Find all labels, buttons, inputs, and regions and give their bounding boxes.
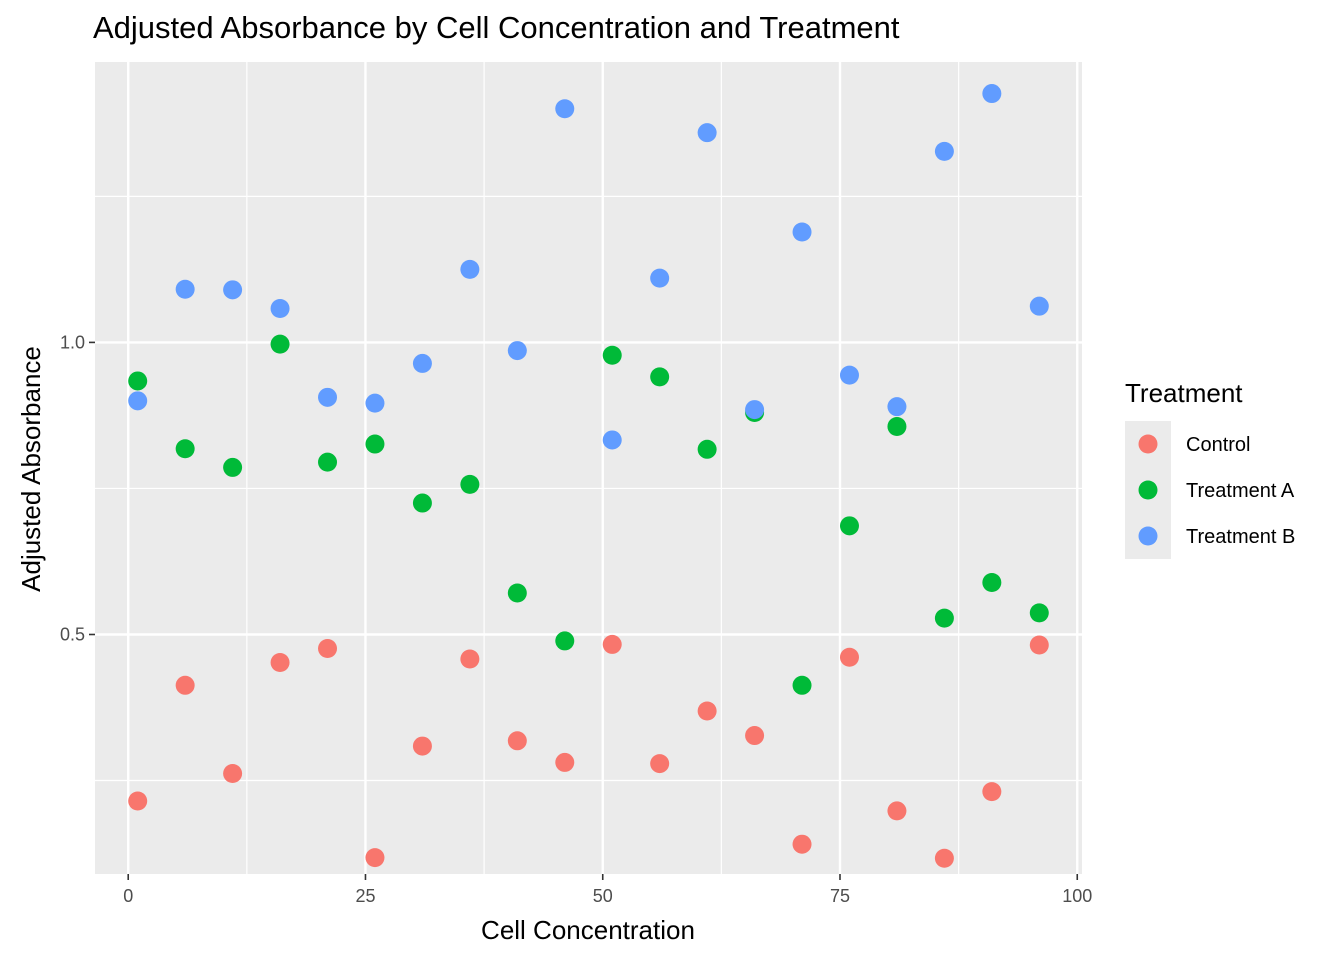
point-treatment-b <box>365 393 385 413</box>
point-treatment-b <box>175 279 195 299</box>
x-tick-label: 50 <box>593 886 613 906</box>
point-treatment-b <box>270 299 290 319</box>
point-treatment-b <box>460 259 480 279</box>
point-control <box>650 754 670 774</box>
legend-key-treatment-a <box>1138 480 1158 500</box>
legend-title: Treatment <box>1125 378 1243 408</box>
point-treatment-b <box>934 141 954 161</box>
minor-gridlines <box>95 62 1082 874</box>
y-tick-label: 0.5 <box>60 624 85 644</box>
x-tick-label: 0 <box>123 886 133 906</box>
point-control <box>460 649 480 669</box>
legend-label-control: Control <box>1186 434 1250 456</box>
point-treatment-a <box>460 474 480 494</box>
x-tick-label: 75 <box>830 886 850 906</box>
legend: Treatment Control Treatment A Treatment B <box>1125 378 1295 559</box>
point-treatment-a <box>270 334 290 354</box>
x-tick-label: 25 <box>355 886 375 906</box>
point-treatment-b <box>602 430 622 450</box>
y-tick-label: 1.0 <box>60 332 85 352</box>
point-control <box>555 752 575 772</box>
major-gridlines <box>95 62 1082 874</box>
point-treatment-b <box>745 400 765 420</box>
point-treatment-b <box>792 222 812 242</box>
point-treatment-b <box>507 341 527 361</box>
point-treatment-a <box>1029 603 1049 623</box>
point-treatment-a <box>128 371 148 391</box>
chart-title: Adjusted Absorbance by Cell Concentratio… <box>93 10 900 45</box>
x-axis-title: Cell Concentration <box>481 915 695 945</box>
point-control <box>412 736 432 756</box>
point-treatment-b <box>128 391 148 411</box>
point-treatment-b <box>650 268 670 288</box>
point-control <box>697 701 717 721</box>
point-control <box>745 726 765 746</box>
point-control <box>270 653 290 673</box>
point-control <box>365 848 385 868</box>
point-treatment-a <box>792 675 812 695</box>
point-treatment-a <box>887 417 907 437</box>
point-control <box>982 782 1002 802</box>
point-treatment-a <box>318 452 338 472</box>
legend-items: Control Treatment A Treatment B <box>1125 421 1295 559</box>
point-treatment-b <box>318 387 338 407</box>
point-control <box>839 647 859 667</box>
y-axis-title: Adjusted Absorbance <box>16 346 46 592</box>
legend-label-treatment-b: Treatment B <box>1186 526 1295 548</box>
point-treatment-b <box>982 84 1002 104</box>
point-treatment-a <box>934 608 954 628</box>
point-treatment-b <box>223 280 243 300</box>
point-treatment-a <box>697 439 717 459</box>
point-treatment-b <box>839 365 859 385</box>
point-control <box>507 731 527 751</box>
legend-label-treatment-a: Treatment A <box>1186 480 1295 502</box>
point-control <box>223 764 243 784</box>
y-axis: 0.5 1.0 <box>60 332 95 644</box>
point-control <box>128 791 148 811</box>
point-treatment-b <box>412 353 432 373</box>
point-treatment-b <box>887 397 907 417</box>
point-treatment-a <box>223 457 243 477</box>
point-treatment-a <box>982 572 1002 592</box>
point-treatment-a <box>839 516 859 536</box>
point-treatment-a <box>412 493 432 513</box>
point-treatment-a <box>555 631 575 651</box>
point-treatment-a <box>365 434 385 454</box>
point-control <box>934 848 954 868</box>
legend-key-control <box>1138 434 1158 454</box>
x-tick-label: 100 <box>1062 886 1092 906</box>
point-treatment-b <box>555 99 575 119</box>
point-treatment-b <box>697 123 717 143</box>
point-treatment-a <box>507 583 527 603</box>
point-control <box>602 634 622 654</box>
point-control <box>792 834 812 854</box>
point-treatment-a <box>602 345 622 365</box>
point-control <box>887 801 907 821</box>
point-treatment-b <box>1029 296 1049 316</box>
point-control <box>175 675 195 695</box>
legend-key-treatment-b <box>1138 526 1158 546</box>
plot-panel <box>95 62 1082 874</box>
x-axis: 0 25 50 75 100 <box>123 874 1092 906</box>
point-treatment-a <box>175 439 195 459</box>
point-control <box>318 639 338 659</box>
data-points <box>128 84 1049 868</box>
point-treatment-a <box>650 367 670 387</box>
point-control <box>1029 635 1049 655</box>
